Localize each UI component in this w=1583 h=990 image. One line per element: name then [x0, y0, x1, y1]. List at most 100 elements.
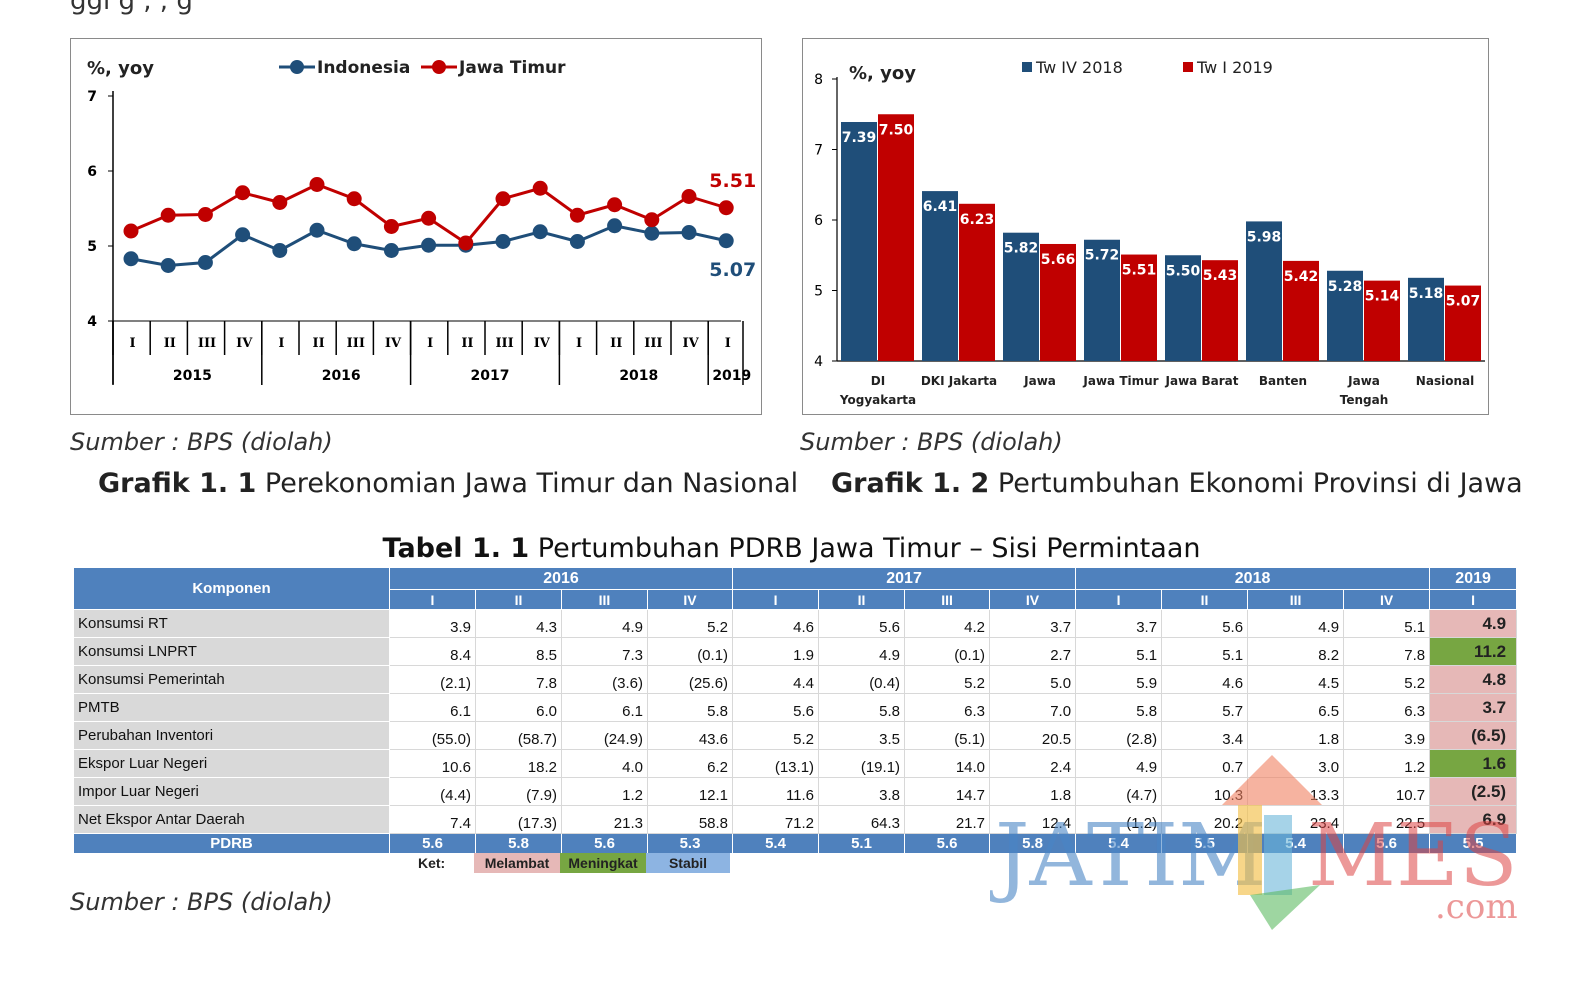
- table-row: Impor Luar Negeri (4.4) (7.9) 1.2 12.1 11.6 3.…: [73, 777, 1518, 806]
- quarter-header: IV: [989, 589, 1077, 610]
- row-label: Konsumsi LNPRT: [73, 637, 390, 666]
- data-point: [346, 191, 362, 207]
- row-label: PMTB: [73, 693, 390, 722]
- table-cell: 1.2: [1343, 749, 1431, 778]
- pdrb-total-row: PDRB 5.6 5.8 5.6 5.3 5.4 5.1 5.6 5.8 5.4 5.5 5.4 5.6…: [73, 833, 1518, 854]
- table-cell: 21.7: [904, 805, 991, 834]
- table-cell: 5.2: [732, 721, 820, 750]
- year-header-2018: 2018: [1075, 567, 1431, 590]
- table-cell: (55.0): [389, 721, 476, 750]
- data-point: [123, 223, 139, 239]
- table-cell: 5.6: [732, 693, 820, 722]
- table-cell: 58.8: [646, 805, 734, 834]
- quarter-header: III: [561, 589, 648, 610]
- data-point: [309, 177, 325, 192]
- cell-2019: 3.7: [1429, 693, 1518, 722]
- data-point: [681, 189, 697, 204]
- data-point: [272, 195, 288, 210]
- bar-tw-i-2019: [1364, 280, 1400, 361]
- quarter-label: I: [278, 336, 284, 351]
- cell-2019: 4.8: [1429, 665, 1518, 694]
- table-cell: 5.1: [1343, 609, 1431, 638]
- table-row: Perubahan Inventori (55.0) (58.7) (24.9) 43.…: [73, 721, 1518, 750]
- table-cell: 3.9: [389, 609, 476, 638]
- pdrb-cell: 5.6: [1343, 833, 1431, 854]
- table-cell: 1.8: [1247, 721, 1345, 750]
- table-legend: Ket: Melambat Meningkat Stabil: [390, 853, 730, 873]
- bar-value-label: 6.23: [960, 212, 995, 228]
- bar-value-label: 5.50: [1166, 263, 1201, 279]
- legend-melambat: Melambat: [474, 853, 560, 873]
- table-cell: 5.9: [1075, 665, 1163, 694]
- table-cell: 3.0: [1247, 749, 1345, 778]
- data-point: [160, 258, 176, 273]
- year-label: 2018: [619, 368, 658, 384]
- table-cell: 13.3: [1247, 777, 1345, 806]
- pdrb-cell: 5.6: [389, 833, 476, 854]
- data-point: [235, 185, 251, 201]
- cell-2019: 4.9: [1429, 609, 1518, 638]
- quarter-label: III: [347, 336, 365, 351]
- data-point: [123, 251, 139, 267]
- category-label: DKI Jakarta: [921, 374, 997, 388]
- bar-value-label: 5.51: [1122, 263, 1157, 279]
- pdrb-cell: 5.4: [1075, 833, 1163, 854]
- bar-tw-iv-2018: [841, 122, 877, 361]
- source-note-1: Sumber : BPS (diolah): [70, 428, 333, 456]
- pdrb-cell: 5.6: [561, 833, 648, 854]
- table-cell: (25.6): [646, 665, 734, 694]
- y-tick-label: 5: [814, 284, 823, 300]
- table-cell: 4.9: [1075, 749, 1163, 778]
- quarter-header: II: [818, 589, 906, 610]
- bar-tw-i-2019: [1202, 260, 1238, 361]
- table-cell: 20.5: [989, 721, 1077, 750]
- legend-ket-label: Ket:: [418, 855, 446, 871]
- table-row: Net Ekspor Antar Daerah 7.4 (17.3) 21.3 58.8…: [73, 805, 1518, 834]
- bar-value-label: 5.28: [1328, 279, 1363, 295]
- table-cell: (0.1): [904, 637, 991, 666]
- table-cell: 14.0: [904, 749, 991, 778]
- quarter-header: II: [1161, 589, 1249, 610]
- table-cell: (13.1): [732, 749, 820, 778]
- end-label-jawa-timur: 5.51: [709, 170, 756, 192]
- legend-label: Tw IV 2018: [1035, 58, 1123, 77]
- table-cell: (1.2): [1075, 805, 1163, 834]
- table-cell: 5.2: [646, 609, 734, 638]
- data-point: [272, 243, 288, 258]
- data-point: [383, 219, 399, 234]
- pdrb-cell: 5.8: [475, 833, 562, 854]
- bar-value-label: 5.82: [1004, 241, 1039, 257]
- pdrb-table: Komponen 2016 2017 2018 2019 I II III IV I II…: [73, 567, 1518, 854]
- komponen-header: Komponen: [73, 567, 390, 610]
- cell-2019: 1.6: [1429, 749, 1518, 778]
- table-cell: 7.8: [475, 665, 562, 694]
- bar-value-label: 5.14: [1365, 289, 1400, 305]
- bar-chart-provinsi-jawa: 8 7 6 5 4 %, yoy Tw IV 2018 Tw I 2019 7.39 7.50 DI…: [802, 38, 1489, 415]
- data-point: [495, 191, 511, 207]
- table-cell: 6.1: [561, 693, 648, 722]
- quarter-label: III: [495, 336, 513, 351]
- quarter-label: III: [644, 336, 662, 351]
- bar-chart-svg: 8 7 6 5 4 %, yoy Tw IV 2018 Tw I 2019 7.39 7.50 DI…: [814, 58, 1485, 407]
- y-tick-label: 4: [814, 354, 823, 370]
- bar-tw-iv-2018: [1084, 239, 1120, 361]
- legend-label: Jawa Timur: [458, 58, 566, 78]
- table-title: Tabel 1. 1 Pertumbuhan PDRB Jawa Timur –…: [0, 533, 1583, 564]
- table-cell: 22.5: [1343, 805, 1431, 834]
- table-cell: (3.6): [561, 665, 648, 694]
- bar-value-label: 5.07: [1446, 294, 1481, 310]
- table-cell: 7.4: [389, 805, 476, 834]
- table-cell: 4.6: [1161, 665, 1249, 694]
- table-cell: 21.3: [561, 805, 648, 834]
- data-point: [569, 207, 585, 223]
- pdrb-cell: 5.1: [818, 833, 906, 854]
- source-note-2: Sumber : BPS (diolah): [800, 428, 1063, 456]
- table-cell: (7.9): [475, 777, 562, 806]
- table-cell: 3.8: [818, 777, 906, 806]
- data-point: [309, 222, 325, 238]
- bar-tw-iv-2018: [1165, 255, 1201, 361]
- bar-tw-i-2019: [1283, 260, 1319, 361]
- table-cell: (4.7): [1075, 777, 1163, 806]
- table-cell: 5.1: [1161, 637, 1249, 666]
- pdrb-cell: 5.8: [989, 833, 1077, 854]
